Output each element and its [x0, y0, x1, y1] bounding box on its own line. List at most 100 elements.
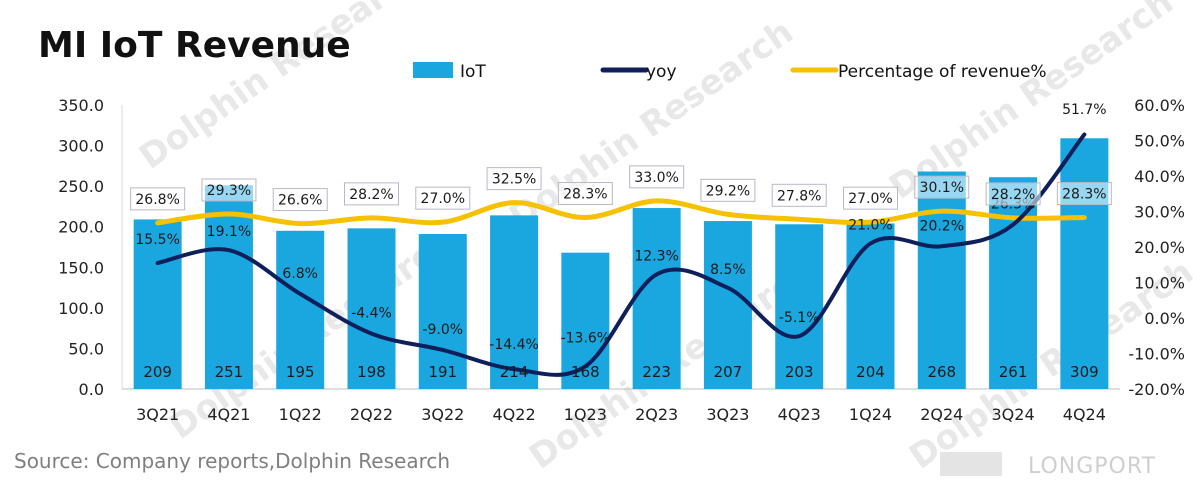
x-tick-label: 4Q24 — [1063, 405, 1106, 424]
percentage-label-box: 26.6% — [272, 188, 328, 212]
yoy-data-label: 21.0% — [848, 217, 892, 233]
left-tick-label: 50.0 — [68, 339, 104, 358]
iot-bar — [418, 234, 467, 389]
percentage-label-box: 28.2% — [985, 182, 1041, 206]
percentage-label-box: 29.3% — [201, 178, 257, 202]
percentage-series-line — [155, 198, 1087, 227]
percentage-data-label: 29.2% — [706, 183, 750, 199]
iot-bar — [775, 224, 824, 389]
iot-bar-label: 214 — [500, 363, 529, 381]
iot-bar-label: 168 — [571, 363, 600, 381]
iot-bar — [276, 230, 325, 389]
logo-mark — [940, 452, 1002, 476]
percentage-label-frame — [1056, 182, 1112, 206]
iot-bar — [204, 185, 253, 389]
iot-bar — [917, 171, 966, 389]
percentage-data-label: 28.2% — [991, 187, 1035, 203]
legend-label-percentage: Percentage of revenue% — [838, 62, 1047, 82]
x-tick-label: 2Q24 — [920, 405, 963, 424]
x-tick-label: 1Q23 — [564, 405, 607, 424]
left-tick-label: 100.0 — [58, 299, 104, 318]
yoy-data-label: 12.3% — [634, 248, 678, 264]
percentage-label-frame — [130, 187, 186, 211]
left-tick-label: 250.0 — [58, 177, 104, 196]
iot-bar-label: 191 — [428, 363, 457, 381]
right-tick-label: 50.0% — [1134, 132, 1185, 151]
percentage-label-box: 28.3% — [1056, 182, 1112, 206]
percentage-label-frame — [985, 182, 1041, 206]
legend-label-yoy: yoy — [646, 62, 677, 82]
percentage-label-box: 26.8% — [130, 187, 186, 211]
iot-bar-label: 268 — [927, 363, 956, 381]
percentage-data-label: 27.0% — [421, 191, 465, 207]
yoy-data-label: -5.1% — [779, 310, 820, 326]
iot-bar — [1060, 138, 1109, 389]
right-tick-label: -20.0% — [1128, 380, 1185, 399]
iot-bar — [133, 219, 182, 389]
yoy-labels: 15.5% 19.1% 6.8% -4.4% -9.0% -14.4% -13.6% 12.3… — [135, 102, 1106, 353]
yoy-data-label: 51.7% — [1062, 102, 1106, 118]
iot-bar-label: 195 — [286, 363, 315, 381]
percentage-label-box: 28.3% — [557, 182, 613, 206]
yoy-data-label: 6.8% — [282, 266, 318, 282]
percentage-label-box: 27.0% — [415, 186, 471, 210]
iot-bar-label: 251 — [215, 363, 244, 381]
legend: IoT yoy Percentage of revenue% — [413, 62, 1047, 82]
percentage-label-frame — [843, 186, 898, 210]
iot-bar — [846, 223, 895, 389]
percentage-label-frame — [272, 188, 328, 212]
iot-bar-label: 309 — [1070, 363, 1099, 381]
x-tick-label: 3Q21 — [136, 405, 179, 424]
left-tick-label: 0.0 — [79, 380, 104, 399]
percentage-label-box: 29.2% — [700, 178, 756, 202]
x-tick-label: 4Q21 — [207, 405, 250, 424]
iot-bar-label: 198 — [357, 363, 386, 381]
x-tick-label: 4Q22 — [493, 405, 536, 424]
iot-bar-label: 207 — [714, 363, 743, 381]
percentage-label-frame — [557, 182, 613, 206]
percentage-label-frame — [771, 183, 827, 207]
left-tick-label: 350.0 — [58, 96, 104, 115]
x-tick-label: 2Q23 — [635, 405, 678, 424]
left-tick-label: 300.0 — [58, 137, 104, 156]
yoy-data-label: -14.4% — [489, 337, 539, 353]
yoy-data-label: 19.1% — [207, 224, 251, 240]
iot-bar-label: 203 — [785, 363, 814, 381]
yoy-data-label: 15.5% — [135, 232, 179, 248]
percentage-labels: 26.8% 29.3% 26.6% 28.2% 27.0% 32.5% 28.3% 33.0%… — [130, 165, 1112, 212]
percentage-data-label: 30.1% — [920, 180, 964, 196]
percentage-label-frame — [201, 178, 257, 202]
chart-title: MI IoT Revenue — [38, 25, 351, 66]
right-tick-label: 0.0% — [1144, 309, 1185, 328]
yoy-line — [155, 132, 1087, 377]
left-tick-label: 200.0 — [58, 218, 104, 237]
percentage-label-box: 27.8% — [771, 183, 827, 207]
right-tick-label: 40.0% — [1134, 167, 1185, 186]
left-tick-label: 150.0 — [58, 258, 104, 277]
yoy-data-label: -9.0% — [422, 322, 463, 338]
percentage-label-frame — [415, 186, 471, 210]
x-tick-label: 1Q24 — [849, 405, 892, 424]
bar-labels: 209 251 195 198 191 214 168 223 207 203 204 268 261 3… — [143, 363, 1098, 381]
percentage-label-frame — [914, 175, 970, 199]
right-axis: -20.0% -10.0% 0.0% 10.0% 20.0% 30.0% 40.0% 50.0… — [1128, 96, 1185, 399]
percentage-data-label: 32.5% — [492, 172, 536, 188]
percentage-line — [155, 198, 1087, 227]
iot-bar — [347, 228, 396, 389]
left-axis: 0.0 50.0 100.0 150.0 200.0 250.0 300.0 350.0 — [58, 96, 123, 399]
legend-swatch-iot — [413, 62, 453, 78]
percentage-label-frame — [486, 167, 542, 191]
percentage-data-label: 28.2% — [349, 187, 393, 203]
iot-bar — [989, 177, 1038, 389]
iot-bar — [632, 208, 681, 389]
source-note: Source: Company reports,Dolphin Research — [14, 449, 450, 473]
percentage-label-box: 33.0% — [629, 165, 685, 189]
percentage-data-label: 27.0% — [848, 191, 892, 207]
yoy-data-label: -13.6% — [561, 330, 611, 346]
x-tick-label: 3Q22 — [421, 405, 464, 424]
right-tick-label: 30.0% — [1134, 203, 1185, 222]
iot-bars — [133, 138, 1109, 389]
legend-label-iot: IoT — [460, 62, 486, 82]
percentage-data-label: 27.8% — [777, 188, 821, 204]
